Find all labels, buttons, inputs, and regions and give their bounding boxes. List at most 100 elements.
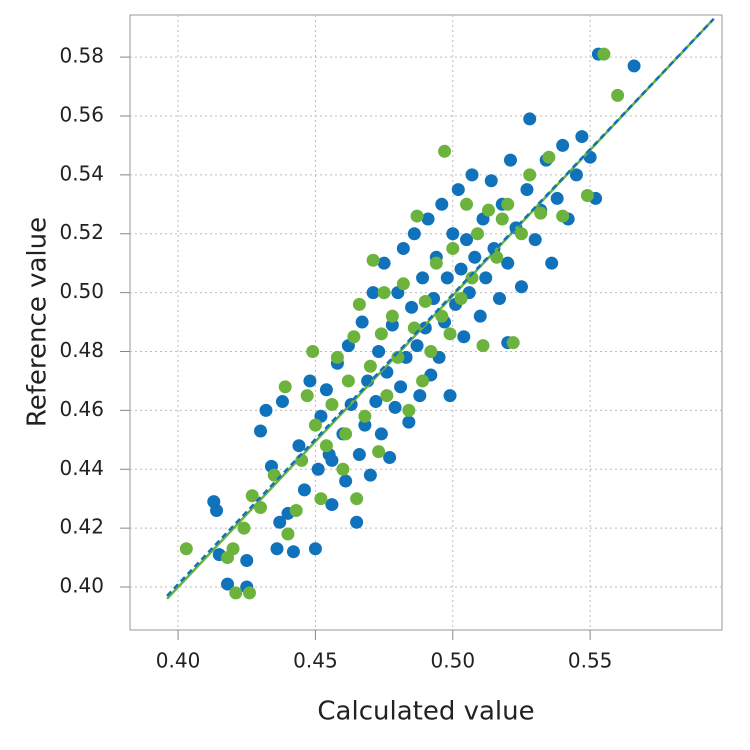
- point: [611, 88, 625, 102]
- x-axis-title: Calculated value: [317, 697, 534, 727]
- point: [383, 450, 397, 464]
- point: [388, 400, 402, 414]
- y-tick-label: 0.58: [59, 44, 104, 68]
- point: [297, 483, 311, 497]
- point: [413, 389, 427, 403]
- point: [226, 542, 240, 556]
- point: [319, 383, 333, 397]
- point: [402, 403, 416, 417]
- point: [253, 424, 267, 438]
- point: [325, 498, 339, 512]
- point: [396, 241, 410, 255]
- point: [465, 271, 479, 285]
- point: [451, 183, 465, 197]
- point: [237, 521, 251, 535]
- point: [347, 330, 361, 344]
- point: [259, 403, 273, 417]
- point: [330, 350, 344, 364]
- point: [495, 212, 509, 226]
- point: [506, 336, 520, 350]
- point: [179, 542, 193, 556]
- x-tick-label: 0.45: [293, 649, 338, 673]
- point: [556, 209, 570, 223]
- point: [325, 397, 339, 411]
- y-tick-label: 0.56: [59, 102, 104, 126]
- point: [273, 515, 287, 529]
- point: [438, 144, 452, 158]
- point: [575, 130, 589, 144]
- point: [435, 197, 449, 211]
- point: [465, 168, 479, 182]
- point: [341, 374, 355, 388]
- point: [350, 492, 364, 506]
- point: [221, 577, 235, 591]
- point: [377, 286, 391, 300]
- point: [339, 474, 353, 488]
- point: [514, 280, 528, 294]
- point: [424, 344, 438, 358]
- point: [245, 489, 259, 503]
- point: [286, 545, 300, 559]
- point: [240, 554, 254, 568]
- point: [380, 389, 394, 403]
- point: [492, 292, 506, 306]
- y-tick-label: 0.42: [59, 515, 104, 539]
- point: [311, 462, 325, 476]
- point: [394, 380, 408, 394]
- point: [369, 395, 383, 409]
- point: [503, 153, 517, 167]
- point: [435, 309, 449, 323]
- point: [514, 227, 528, 241]
- point: [479, 271, 493, 285]
- point: [242, 586, 256, 600]
- point: [210, 503, 224, 517]
- point: [476, 339, 490, 353]
- y-tick-label: 0.46: [59, 397, 104, 421]
- point: [545, 256, 559, 270]
- point: [308, 542, 322, 556]
- point: [443, 389, 457, 403]
- point: [270, 542, 284, 556]
- point: [446, 227, 460, 241]
- point: [352, 297, 366, 311]
- point: [407, 227, 421, 241]
- point: [418, 294, 432, 308]
- point: [410, 339, 424, 353]
- point: [405, 300, 419, 314]
- point: [402, 415, 416, 429]
- point: [597, 47, 611, 61]
- y-tick-label: 0.48: [59, 338, 104, 362]
- point: [416, 271, 430, 285]
- point: [460, 233, 474, 247]
- point: [385, 309, 399, 323]
- point: [484, 174, 498, 188]
- y-tick-label: 0.50: [59, 279, 104, 303]
- point: [336, 462, 350, 476]
- point: [481, 203, 495, 217]
- y-tick-label: 0.54: [59, 161, 104, 185]
- point: [319, 439, 333, 453]
- plot-frame: [129, 14, 723, 631]
- point: [350, 515, 364, 529]
- point: [314, 492, 328, 506]
- point: [501, 256, 515, 270]
- point: [550, 191, 564, 205]
- point: [446, 241, 460, 255]
- point: [468, 250, 482, 264]
- point: [281, 527, 295, 541]
- point: [454, 262, 468, 276]
- point: [366, 286, 380, 300]
- x-tick-label: 0.50: [431, 649, 476, 673]
- point: [275, 395, 289, 409]
- point: [473, 309, 487, 323]
- point: [429, 256, 443, 270]
- point: [523, 112, 537, 126]
- point: [352, 448, 366, 462]
- x-tick-label: 0.40: [156, 649, 201, 673]
- point: [374, 327, 388, 341]
- point: [542, 150, 556, 164]
- point: [460, 197, 474, 211]
- fit-line: [166, 17, 715, 597]
- point: [569, 168, 583, 182]
- point: [300, 389, 314, 403]
